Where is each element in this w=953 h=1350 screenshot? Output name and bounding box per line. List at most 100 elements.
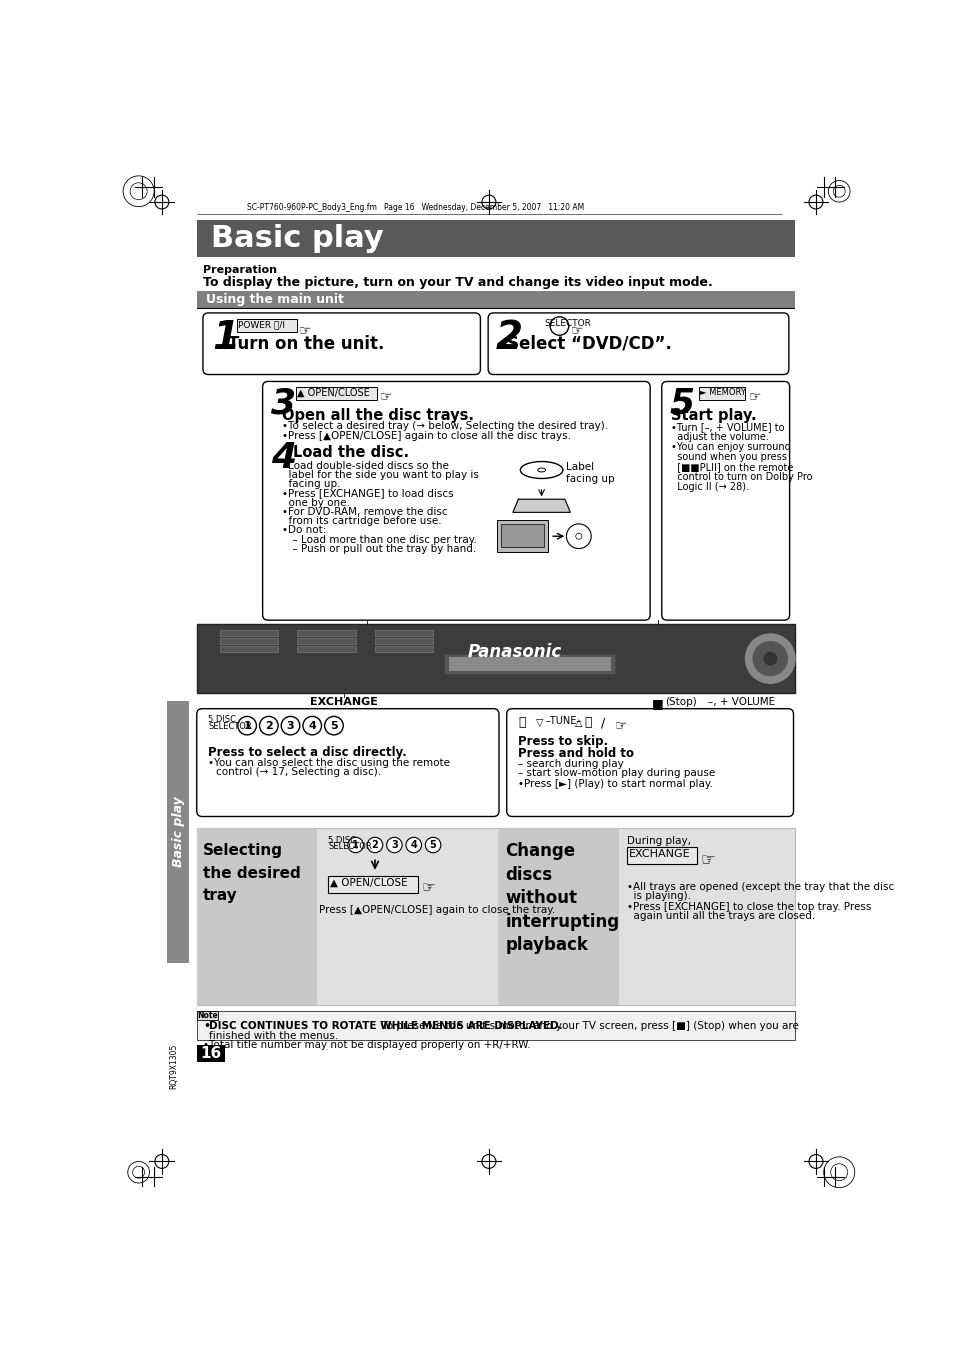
Text: •You can enjoy surround: •You can enjoy surround [670, 443, 790, 452]
Bar [167, 701, 189, 963]
Text: control (→ 17, Selecting a disc).: control (→ 17, Selecting a disc). [216, 767, 381, 778]
Text: Change
discs
without
interrupting
playback: Change discs without interrupting playba… [505, 842, 618, 954]
FancyBboxPatch shape [196, 709, 498, 817]
Text: 2: 2 [372, 840, 378, 850]
Text: ☞: ☞ [570, 324, 582, 338]
Circle shape [237, 717, 256, 734]
Circle shape [303, 717, 321, 734]
Text: Note: Note [197, 1011, 217, 1021]
Text: from its cartridge before use.: from its cartridge before use. [282, 516, 441, 526]
Text: Using the main unit: Using the main unit [206, 293, 344, 305]
Text: RQT9X1305: RQT9X1305 [169, 1044, 178, 1089]
Text: /: / [600, 717, 605, 729]
Text: Basic play: Basic play [172, 796, 185, 867]
Text: POWER ⏻/I: POWER ⏻/I [237, 320, 285, 329]
Ellipse shape [537, 468, 545, 472]
Bar [196, 1045, 224, 1062]
Bar [297, 637, 355, 644]
Text: facing up.: facing up. [282, 479, 340, 489]
Text: (Stop): (Stop) [665, 697, 697, 707]
Text: DISC CONTINUES TO ROTATE WHILE MENUS ARE DISPLAYED.: DISC CONTINUES TO ROTATE WHILE MENUS ARE… [209, 1022, 562, 1031]
Circle shape [367, 837, 382, 853]
Text: During play,: During play, [626, 836, 690, 845]
Bar [444, 655, 615, 674]
Bar [220, 645, 278, 652]
Text: ☞: ☞ [700, 850, 715, 869]
Text: adjust the volume.: adjust the volume. [670, 432, 768, 443]
Bar [500, 524, 543, 547]
Bar [498, 828, 618, 1006]
Bar [196, 1011, 794, 1040]
Text: ■: ■ [651, 697, 663, 710]
Text: •Press [►] (Play) to start normal play.: •Press [►] (Play) to start normal play. [517, 779, 713, 788]
Text: control to turn on Dolby Pro: control to turn on Dolby Pro [670, 472, 812, 482]
Bar [375, 630, 433, 636]
Bar [295, 387, 377, 400]
Text: ▲ OPEN/CLOSE: ▲ OPEN/CLOSE [296, 387, 369, 398]
Text: EXCHANGE: EXCHANGE [628, 849, 689, 859]
Circle shape [386, 837, 402, 853]
Bar [196, 624, 794, 694]
Text: – Push or pull out the tray by hand.: – Push or pull out the tray by hand. [286, 544, 476, 554]
Text: 4: 4 [410, 840, 416, 850]
Text: •Turn [–, + VOLUME] to: •Turn [–, + VOLUME] to [670, 423, 783, 432]
Text: 5: 5 [330, 721, 337, 730]
Text: 5: 5 [669, 387, 694, 421]
Text: △: △ [575, 718, 582, 728]
Text: sound when you press: sound when you press [670, 452, 786, 462]
Text: finished with the menus.: finished with the menus. [209, 1030, 338, 1041]
Bar [196, 290, 794, 308]
Text: label for the side you want to play is: label for the side you want to play is [282, 470, 478, 481]
Circle shape [425, 837, 440, 853]
Text: SELECTOR: SELECTOR [208, 722, 252, 730]
Bar [297, 630, 355, 636]
FancyBboxPatch shape [661, 382, 789, 620]
Text: Press to select a disc directly.: Press to select a disc directly. [208, 745, 407, 759]
Circle shape [550, 317, 568, 335]
Text: ▲ OPEN/CLOSE: ▲ OPEN/CLOSE [330, 878, 407, 887]
Text: •Press [▲OPEN/CLOSE] again to close all the disc trays.: •Press [▲OPEN/CLOSE] again to close all … [282, 431, 571, 440]
Text: Preparation: Preparation [203, 265, 276, 275]
Text: Turn on the unit.: Turn on the unit. [228, 335, 384, 352]
Bar [448, 657, 611, 671]
Circle shape [324, 717, 343, 734]
Circle shape [281, 717, 299, 734]
Text: •To select a desired tray (→ below, Selecting the desired tray).: •To select a desired tray (→ below, Sele… [282, 421, 607, 431]
Text: To display the picture, turn on your TV and change its video input mode.: To display the picture, turn on your TV … [203, 275, 712, 289]
Text: Label
facing up: Label facing up [566, 462, 615, 483]
Text: •Total title number may not be displayed properly on +R/+RW.: •Total title number may not be displayed… [203, 1040, 530, 1050]
Text: •Press [EXCHANGE] to load discs: •Press [EXCHANGE] to load discs [282, 489, 453, 498]
Bar [375, 637, 433, 644]
Text: 16: 16 [200, 1046, 221, 1061]
Text: SELECTOR: SELECTOR [543, 319, 590, 328]
Circle shape [566, 524, 591, 548]
Text: again until all the trays are closed.: again until all the trays are closed. [626, 911, 814, 921]
Text: To preserve the unit’s motor and your TV screen, press [■] (Stop) when you are: To preserve the unit’s motor and your TV… [378, 1022, 799, 1031]
Bar [626, 848, 696, 864]
Text: •: • [203, 1022, 210, 1031]
Text: Press to skip.: Press to skip. [517, 734, 608, 748]
Text: ⏮: ⏮ [517, 717, 525, 729]
Text: 3: 3 [287, 721, 294, 730]
Text: 4: 4 [271, 440, 296, 475]
Text: – Load more than one disc per tray.: – Load more than one disc per tray. [286, 535, 476, 544]
Ellipse shape [519, 462, 562, 478]
Bar [196, 220, 794, 256]
Text: Press [▲OPEN/CLOSE] again to close the tray.: Press [▲OPEN/CLOSE] again to close the t… [319, 904, 555, 915]
Text: ► MEMORY: ► MEMORY [700, 387, 745, 397]
Text: Open all the disc trays.: Open all the disc trays. [282, 409, 474, 424]
Text: Load the disc.: Load the disc. [293, 446, 409, 460]
Text: ▽: ▽ [536, 718, 543, 728]
Text: •Do not:: •Do not: [282, 525, 326, 536]
Text: [■■PLII] on the remote: [■■PLII] on the remote [670, 462, 793, 472]
Text: •All trays are opened (except the tray that the disc: •All trays are opened (except the tray t… [626, 882, 893, 892]
Text: SELECTOR: SELECTOR [328, 842, 372, 850]
FancyBboxPatch shape [506, 709, 793, 817]
Bar [196, 1011, 218, 1019]
Text: ☞: ☞ [379, 389, 392, 404]
Circle shape [348, 837, 363, 853]
Polygon shape [513, 500, 570, 513]
Text: is playing).: is playing). [626, 891, 690, 902]
Text: 2: 2 [496, 319, 522, 358]
Text: ☞: ☞ [298, 324, 312, 338]
